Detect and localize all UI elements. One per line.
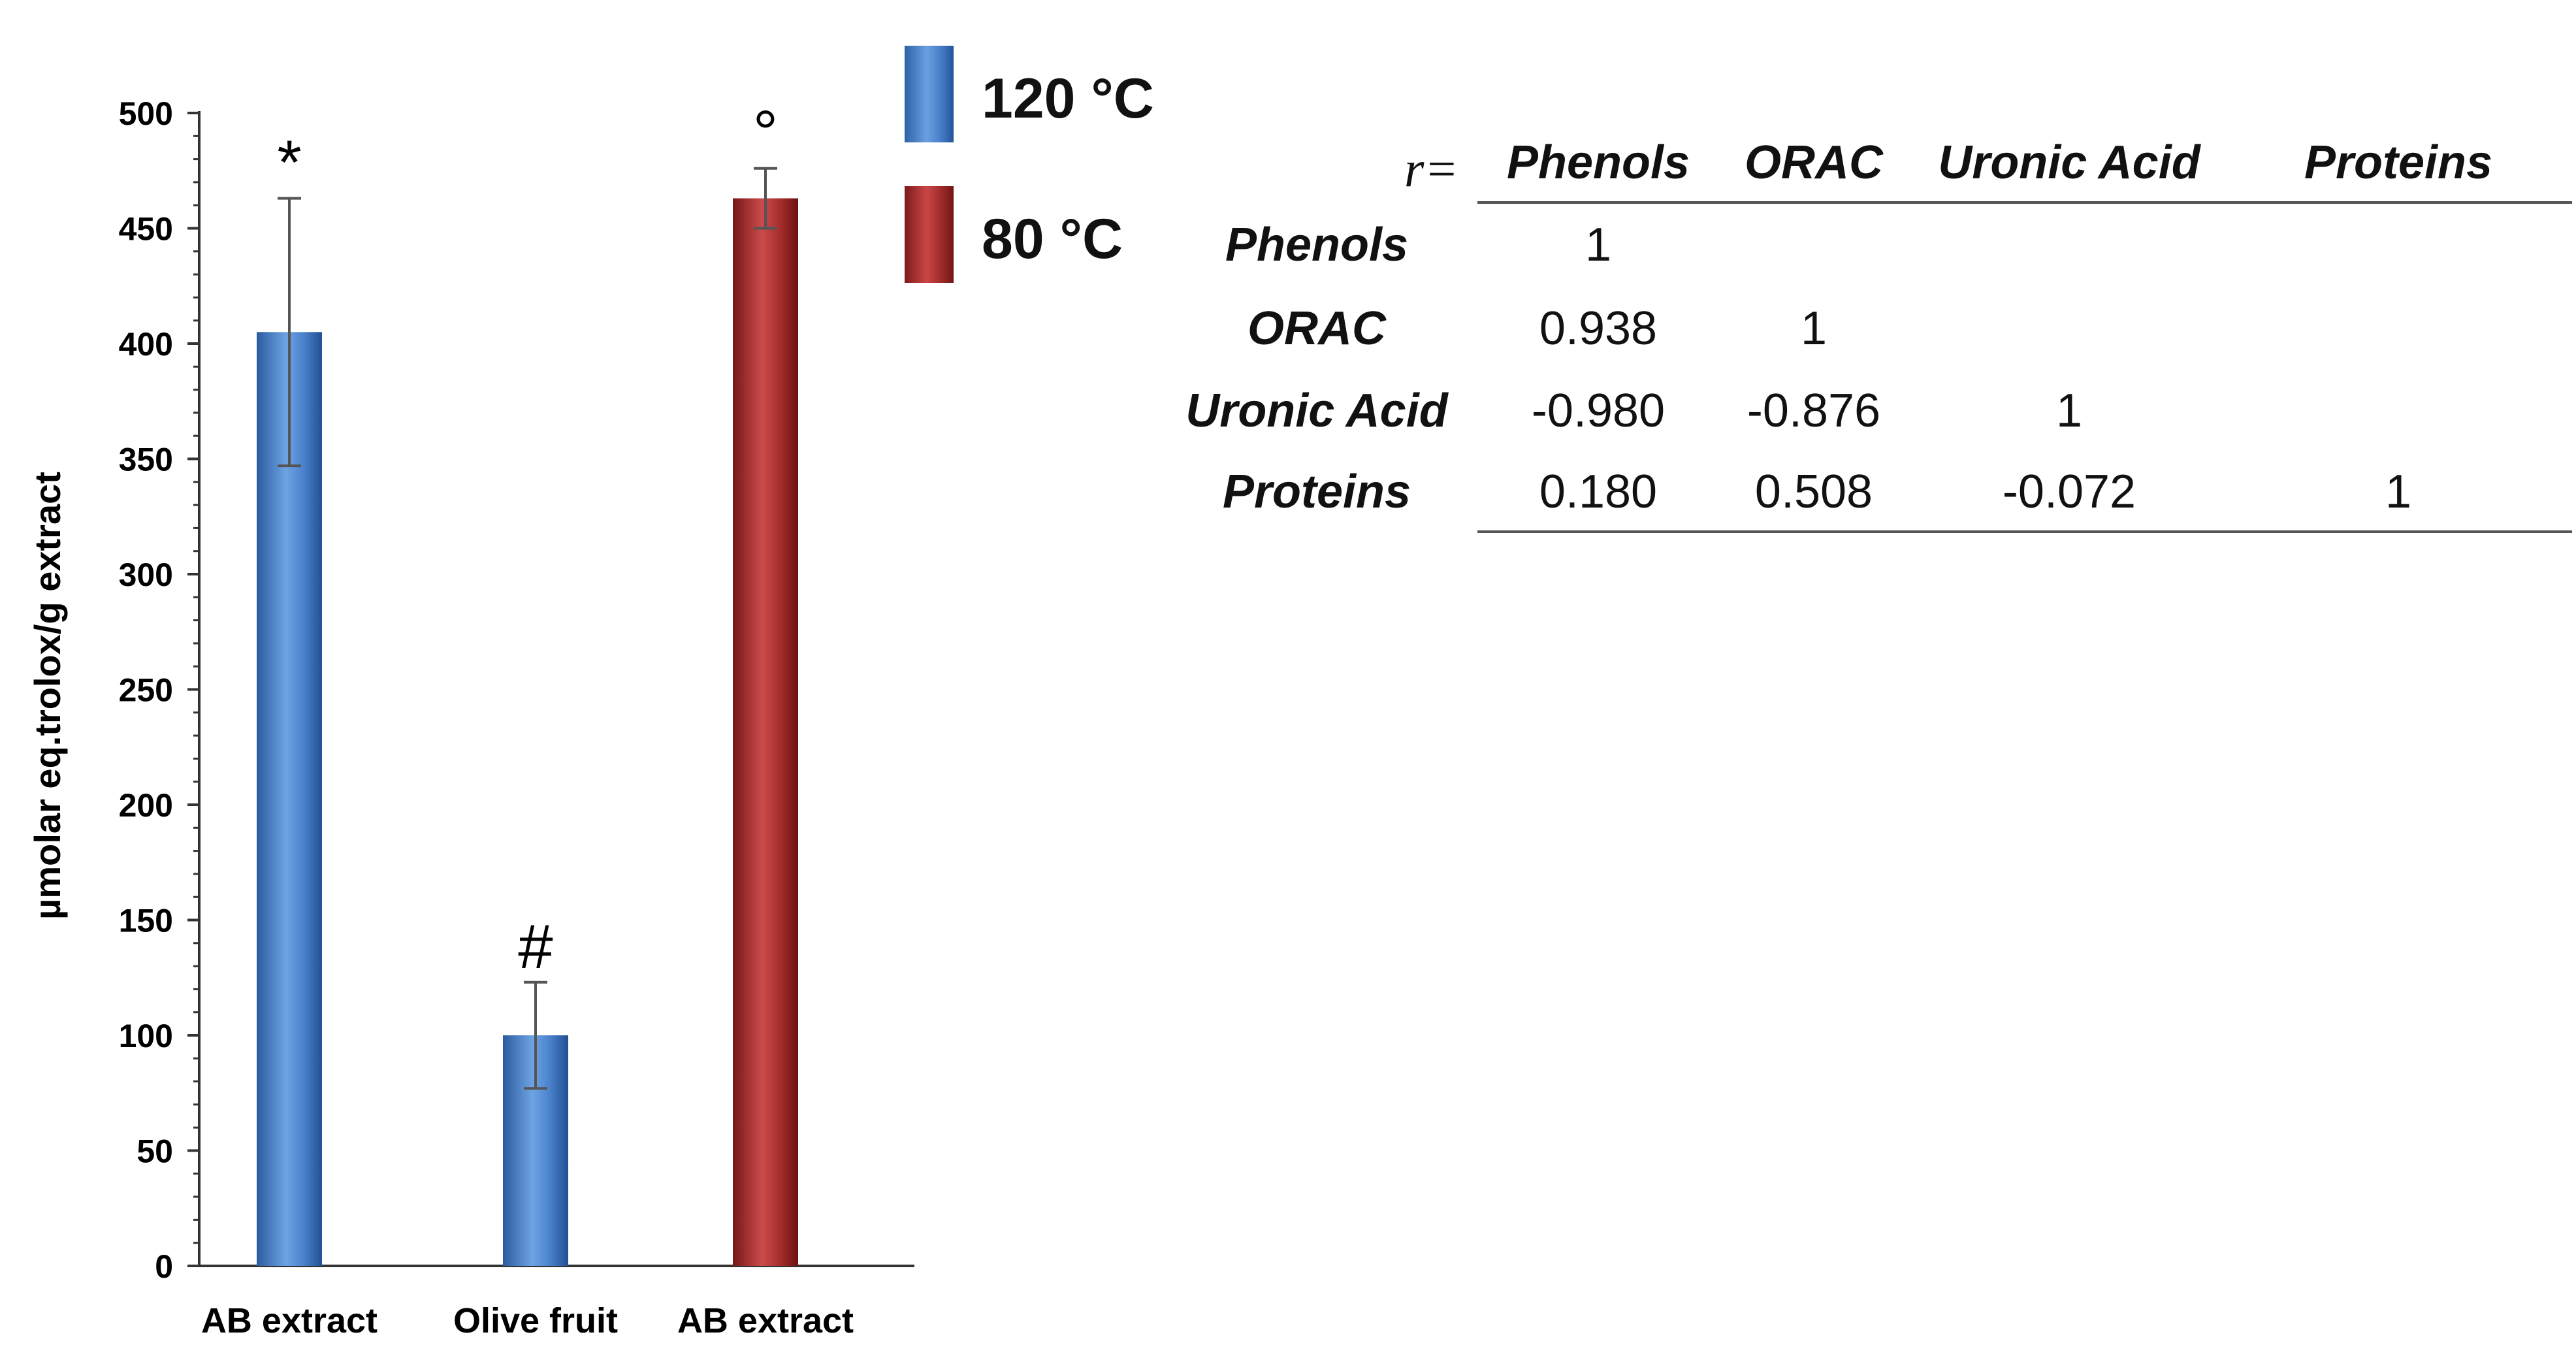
legend-item-80c: 80 °C <box>905 186 1212 284</box>
table-cell: 1 <box>2055 385 2083 437</box>
y-tick-label: 400 <box>119 326 173 363</box>
table-top-rule <box>1477 201 2572 204</box>
row-label-proteins: Proteins <box>1222 466 1411 518</box>
significance-marker: ° <box>753 98 778 168</box>
significance-marker: * <box>277 128 301 198</box>
y-tick-label: 0 <box>155 1248 173 1285</box>
table-cell: 0.508 <box>1754 466 1873 518</box>
row-label-phenols: Phenols <box>1225 219 1409 271</box>
y-tick-label: 200 <box>119 787 173 824</box>
legend: 120 °C 80 °C <box>905 39 1212 300</box>
y-tick-label: 150 <box>119 903 173 939</box>
bar-chart: µmolar eq.trolox/g extract 0 50 100 150 200 2… <box>27 95 914 1340</box>
y-tick-label: 350 <box>119 442 173 478</box>
correlation-symbol: r= <box>1404 140 1458 197</box>
table-cell: 1 <box>1800 302 1827 355</box>
bar <box>257 332 322 1267</box>
legend-label-120c: 120 °C <box>982 67 1154 130</box>
y-tick-label: 250 <box>119 672 173 709</box>
x-tick-label: AB extract <box>201 1301 378 1340</box>
legend-item-120c: 120 °C <box>905 46 1212 144</box>
y-ticks: 0 50 100 150 200 250 300 350 400 450 500 <box>119 95 199 1285</box>
table-cell: 1 <box>2385 466 2412 518</box>
y-tick-label: 50 <box>137 1133 173 1170</box>
column-header-orac: ORAC <box>1745 137 1883 189</box>
row-label-orac: ORAC <box>1248 302 1386 355</box>
legend-swatch-80c <box>905 186 954 283</box>
column-header-phenols: Phenols <box>1506 137 1690 189</box>
correlation-table: r= Phenols ORAC Uronic Acid Proteins Phe… <box>1150 131 2573 549</box>
table-cell: -0.876 <box>1747 385 1881 437</box>
table-cell: 0.180 <box>1539 466 1658 518</box>
y-tick-label: 300 <box>119 557 173 593</box>
table-bottom-rule <box>1477 530 2572 533</box>
row-label-uronic-acid: Uronic Acid <box>1185 385 1448 437</box>
bar <box>733 198 798 1266</box>
bars: *#°‡ <box>257 98 798 1267</box>
y-tick-label: 450 <box>119 211 173 248</box>
x-tick-label: AB extract <box>677 1301 854 1340</box>
significance-marker: # <box>518 912 553 982</box>
table-cell: -0.072 <box>2002 466 2136 518</box>
legend-swatch-120c <box>905 46 954 142</box>
y-tick-label: 500 <box>119 95 173 132</box>
x-tick-label: Olive fruit <box>453 1301 618 1340</box>
y-axis-label: µmolar eq.trolox/g extract <box>27 472 68 920</box>
table-cell: 0.938 <box>1539 302 1658 355</box>
legend-label-80c: 80 °C <box>982 208 1123 270</box>
table-cell: 1 <box>1585 219 1612 271</box>
column-header-proteins: Proteins <box>2304 137 2493 189</box>
column-header-uronic-acid: Uronic Acid <box>1938 137 2200 189</box>
table-cell: -0.980 <box>1531 385 1666 437</box>
y-tick-label: 100 <box>119 1018 173 1054</box>
